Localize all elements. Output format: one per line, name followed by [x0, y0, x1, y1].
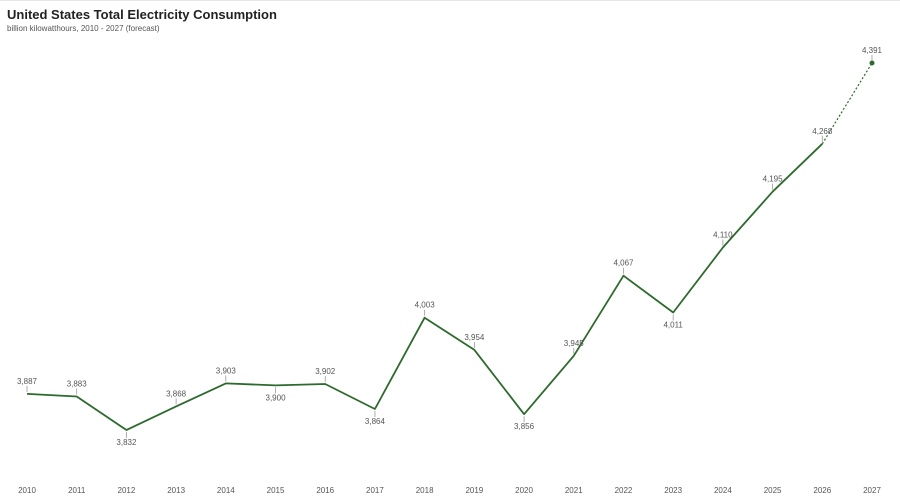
top-border	[0, 0, 900, 1]
x-tick-label: 2011	[68, 486, 86, 495]
x-tick-label: 2021	[565, 486, 583, 495]
data-label: 4,011	[663, 320, 683, 329]
x-tick-label: 2017	[366, 486, 384, 495]
x-tick-label: 2016	[316, 486, 334, 495]
data-label: 3,945	[564, 339, 585, 348]
data-label: 3,868	[166, 389, 187, 398]
data-label: 3,832	[116, 438, 137, 447]
x-tick-label: 2020	[515, 486, 533, 495]
chart-subtitle: billion kilowatthours, 2010 - 2027 (fore…	[7, 24, 160, 33]
x-tick-label: 2015	[267, 486, 285, 495]
x-tick-label: 2012	[118, 486, 136, 495]
plot-area: 3,887 3,883 3,832 3,868 3,903 3,900 3,902 3,864…	[17, 46, 883, 447]
x-tick-label: 2014	[217, 486, 235, 495]
data-label: 4,003	[415, 301, 436, 310]
x-tick-label: 2026	[813, 486, 831, 495]
chart-title: United States Total Electricity Consumpt…	[7, 7, 277, 22]
data-label: 4,268	[812, 127, 833, 136]
data-label: 3,954	[464, 333, 485, 342]
data-label: 4,195	[763, 175, 784, 184]
data-label: 3,903	[216, 366, 237, 375]
data-label: 3,902	[315, 367, 336, 376]
x-tick-label: 2024	[714, 486, 732, 495]
x-tick-label: 2027	[863, 486, 881, 495]
x-tick-label: 2022	[615, 486, 633, 495]
series-line-actual	[26, 143, 823, 431]
x-tick-label: 2018	[416, 486, 434, 495]
data-label: 3,887	[17, 377, 38, 386]
forecast-point-marker	[869, 60, 875, 66]
x-axis: 2010 2011 2012 2013 2014 2015 2016 2017 2018 2019…	[18, 486, 881, 495]
data-label: 4,067	[613, 259, 634, 268]
data-label: 3,864	[365, 417, 386, 426]
x-tick-label: 2019	[465, 486, 483, 495]
x-tick-label: 2010	[18, 486, 36, 495]
data-label: 3,856	[514, 422, 535, 431]
data-label: 3,900	[266, 393, 287, 402]
data-label: 4,110	[713, 230, 733, 239]
data-label: 3,883	[67, 380, 88, 389]
x-tick-label: 2025	[764, 486, 782, 495]
data-label: 4,391	[862, 46, 883, 55]
x-tick-label: 2023	[664, 486, 682, 495]
x-tick-label: 2013	[167, 486, 185, 495]
